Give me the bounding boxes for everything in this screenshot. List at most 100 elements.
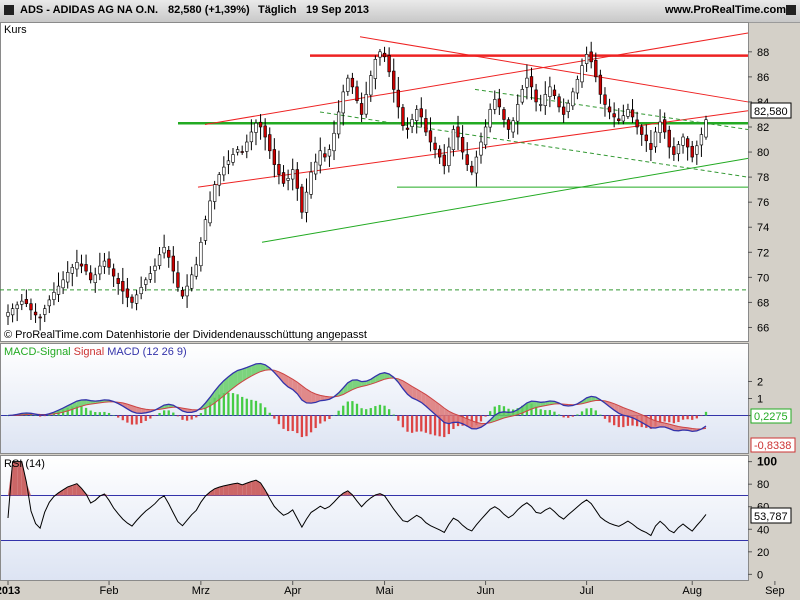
candle-body — [268, 134, 272, 152]
macd-histogram-bar — [231, 393, 235, 416]
candle-body — [15, 304, 19, 309]
macd-histogram-bar — [277, 415, 281, 425]
macd-histogram-bar — [438, 415, 441, 437]
macd-histogram-bar — [172, 412, 175, 416]
macd-histogram-bar — [314, 415, 317, 429]
candle-body — [346, 77, 350, 92]
rsi-overbought-fill — [223, 484, 229, 496]
macd-cross-fill — [297, 382, 302, 401]
candle-body — [162, 246, 166, 254]
macd-cross-fill — [237, 369, 243, 385]
candle-body — [653, 131, 658, 148]
upper-channel-line — [204, 32, 749, 125]
candle-body — [488, 109, 492, 128]
candle-body — [594, 60, 598, 78]
candle-body — [6, 312, 10, 317]
macd-histogram-bar — [208, 402, 212, 416]
macd-histogram-bar — [433, 415, 437, 436]
macd-hist-value-box — [750, 408, 792, 424]
candle-body — [607, 106, 612, 113]
rsi-overbought-fill — [251, 480, 256, 496]
macd-histogram-bar — [530, 403, 533, 416]
rsi-overbought-fill — [12, 461, 18, 496]
macd-histogram-bar — [401, 415, 405, 428]
window-menu-icon[interactable] — [4, 5, 14, 15]
candle-body — [373, 59, 378, 79]
candle-body — [630, 109, 635, 118]
candle-body — [401, 107, 405, 127]
macd-histogram-bar — [443, 415, 446, 438]
macd-cross-fill — [412, 386, 417, 400]
candle-body — [318, 150, 322, 166]
macd-histogram-bar — [126, 415, 129, 423]
window-close-icon[interactable] — [786, 5, 796, 15]
macd-histogram-bar — [365, 409, 368, 416]
macd-cross-fill — [63, 405, 68, 413]
candle-body — [460, 137, 465, 153]
macd-cross-fill — [76, 399, 82, 408]
candle-body — [281, 172, 286, 184]
candle-body — [663, 119, 667, 133]
candle-body — [314, 161, 318, 175]
candle-body — [465, 154, 469, 165]
macd-signal-line — [7, 369, 707, 430]
candle-body — [157, 254, 162, 266]
macd-hist-value: 0,2275 — [754, 411, 788, 423]
macd-legend-signal: Signal — [74, 346, 105, 358]
candle-body — [336, 111, 341, 135]
date-label: 19 Sep 2013 — [306, 4, 369, 16]
candle-body — [70, 267, 74, 274]
rsi-overbought-fill — [352, 494, 357, 496]
macd-cross-fill — [471, 420, 477, 429]
price-y-tick-label: 82 — [757, 122, 769, 134]
macd-cross-fill — [402, 380, 408, 395]
price-panel-label: Kurs — [4, 24, 27, 36]
candle-body — [502, 109, 506, 120]
macd-histogram-bar — [704, 411, 708, 416]
macd-cross-fill — [453, 413, 459, 423]
macd-cross-fill — [627, 409, 633, 418]
candle-body — [38, 316, 42, 319]
macd-histogram-bar — [351, 401, 354, 416]
macd-histogram-bar — [80, 406, 83, 416]
rsi-overbought-fill — [242, 483, 247, 496]
candle-body — [116, 278, 120, 284]
macd-histogram-bar — [603, 415, 607, 419]
macd-histogram-bar — [479, 415, 483, 422]
candle-body — [649, 143, 653, 150]
candle-body — [47, 299, 51, 307]
macd-histogram-bar — [84, 407, 88, 416]
macd-cross-fill — [379, 372, 385, 381]
macd-cross-fill — [131, 405, 137, 414]
macd-histogram-bar — [691, 415, 694, 420]
macd-cross-fill — [210, 391, 215, 406]
macd-cross-fill — [347, 380, 353, 393]
x-tick-label: 2013 — [0, 585, 20, 597]
candle-body — [134, 294, 139, 304]
candle-body — [272, 149, 277, 165]
macd-cross-fill — [458, 415, 463, 424]
candle-body — [672, 146, 676, 155]
candle-body — [539, 104, 543, 106]
macd-cross-fill — [136, 407, 142, 414]
candle-body — [263, 125, 267, 138]
candle-body — [212, 184, 217, 202]
candle-body — [479, 141, 483, 156]
macd-histogram-bar — [34, 415, 37, 416]
macd-cross-fill — [223, 376, 229, 396]
candle-body — [447, 146, 451, 166]
candle-body — [33, 311, 38, 316]
macd-histogram-bar — [103, 411, 106, 416]
price-y-tick-label: 70 — [757, 272, 769, 284]
macd-histogram-bar — [484, 415, 487, 417]
candle-body — [571, 91, 575, 107]
last-price-value: 82,580 — [754, 106, 788, 118]
macd-cross-fill — [499, 411, 504, 420]
macd-histogram-bar — [319, 415, 322, 424]
candle-body — [286, 178, 290, 181]
rsi-y-tick-label: 100 — [757, 455, 777, 469]
macd-histogram-bar — [608, 415, 611, 423]
macd-histogram-bar — [342, 405, 345, 416]
macd-histogram-bar — [273, 415, 276, 419]
macd-cross-fill — [141, 408, 146, 414]
